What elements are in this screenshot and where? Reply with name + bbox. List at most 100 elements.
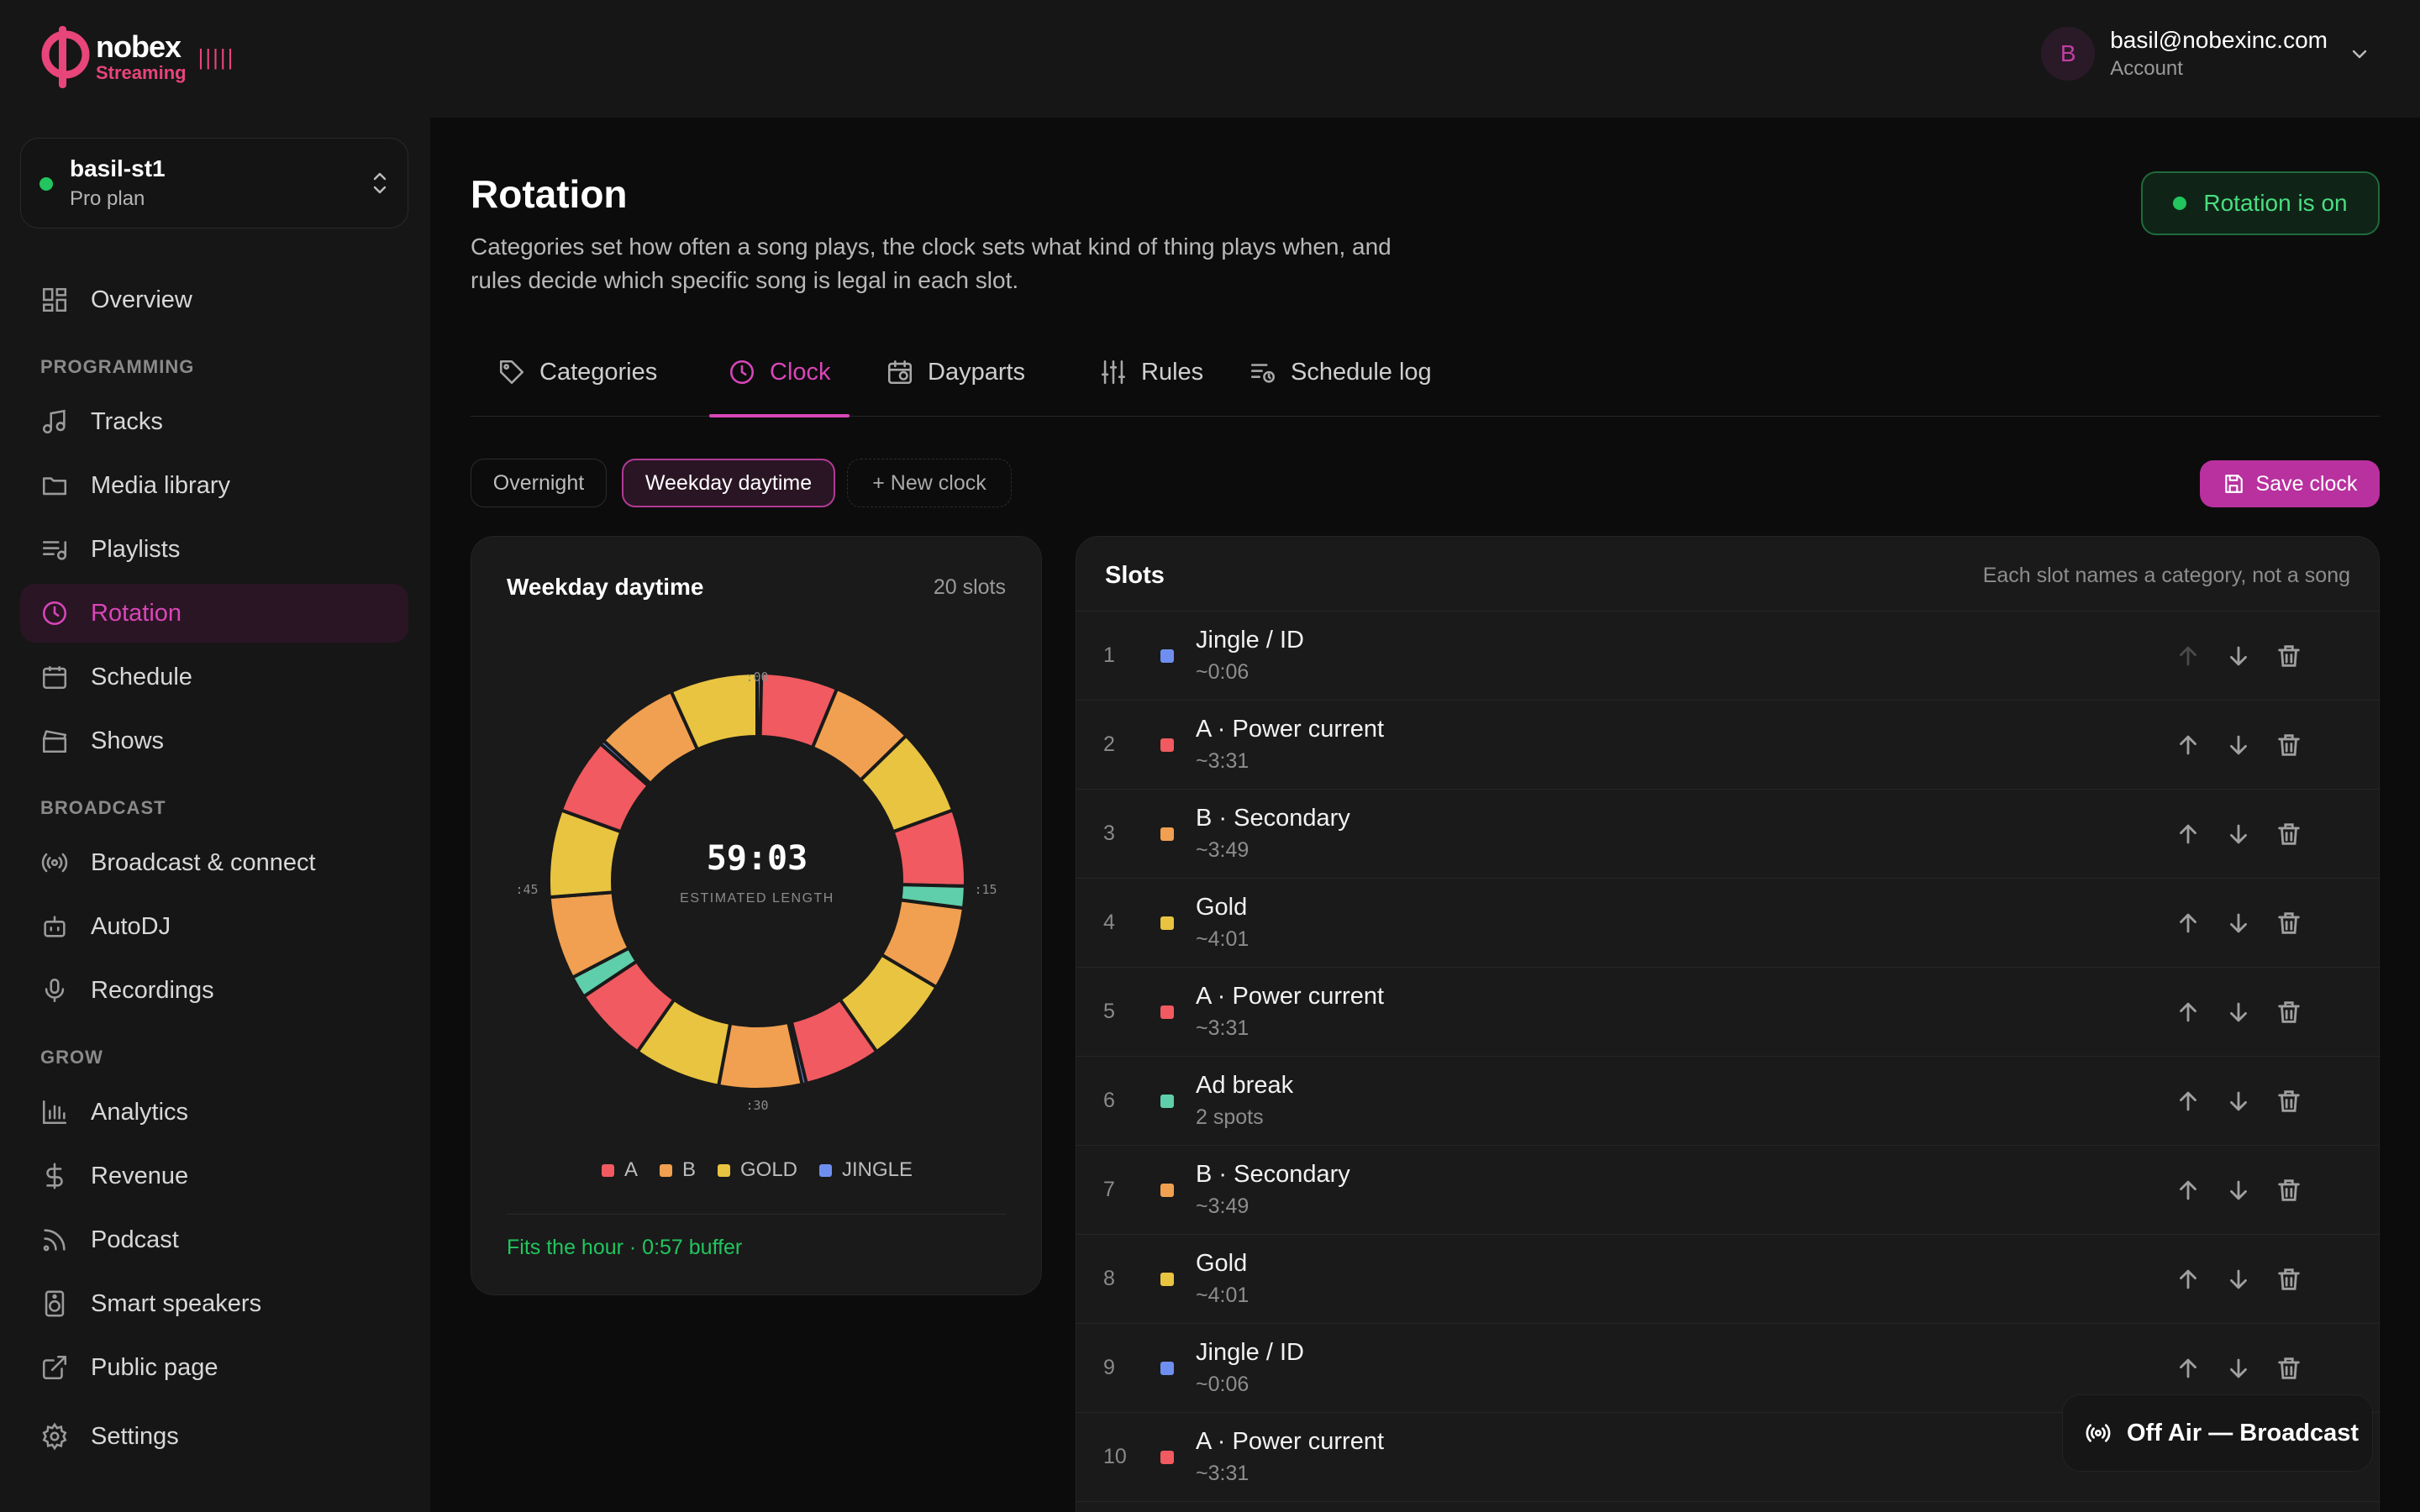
legend-label: B <box>681 1158 696 1181</box>
tab-schedule-log[interactable]: Schedule log <box>1249 328 1432 417</box>
slot-row[interactable]: 4 Gold ~4:01 <box>1076 879 2379 968</box>
move-up-icon[interactable] <box>2174 1176 2202 1205</box>
slot-name: A · Power current <box>1196 983 1385 1010</box>
move-down-icon[interactable] <box>2224 909 2253 937</box>
slot-number: 4 <box>1103 911 1115 934</box>
move-up-icon[interactable] <box>2174 998 2202 1026</box>
new-clock-button[interactable]: + New clock <box>847 459 1012 507</box>
clock-card: Weekday daytime 20 slots 59:03 ESTIMATED… <box>471 536 1042 1295</box>
save-icon <box>2224 475 2243 493</box>
delete-slot-icon[interactable] <box>2275 909 2303 937</box>
move-up-icon[interactable] <box>2174 1265 2202 1294</box>
delete-slot-icon[interactable] <box>2275 820 2303 848</box>
off-air-broadcast-button[interactable]: Off Air — Broadcast <box>2062 1394 2373 1472</box>
legend-item-gold: GOLD <box>717 1158 797 1182</box>
move-down-icon[interactable] <box>2224 1265 2253 1294</box>
delete-slot-icon[interactable] <box>2275 998 2303 1026</box>
move-down-icon[interactable] <box>2224 1087 2253 1116</box>
station-status-dot <box>39 177 53 191</box>
slot-row[interactable]: 1 Jingle / ID ~0:06 <box>1076 612 2379 701</box>
move-up-icon[interactable] <box>2174 820 2202 848</box>
avatar: B <box>2041 27 2096 81</box>
sidebar-item-public-page[interactable]: Public page <box>20 1338 408 1397</box>
move-up-icon[interactable] <box>2174 1087 2202 1116</box>
move-down-icon[interactable] <box>2224 820 2253 848</box>
move-up-icon[interactable] <box>2174 642 2202 670</box>
move-up-icon[interactable] <box>2174 1354 2202 1383</box>
slot-row[interactable]: 10 A · Power current ~3:31 <box>1076 1413 2379 1502</box>
delete-slot-icon[interactable] <box>2275 1354 2303 1383</box>
move-down-icon[interactable] <box>2224 731 2253 759</box>
slot-row[interactable]: 3 B · Secondary ~3:49 <box>1076 790 2379 879</box>
sidebar-item-label: Tracks <box>91 407 163 435</box>
tab-rules[interactable]: Rules <box>1099 328 1203 417</box>
tab-label: Clock <box>770 358 831 386</box>
move-up-icon[interactable] <box>2174 731 2202 759</box>
tick-label-30: :30 <box>745 1098 768 1113</box>
station-switcher[interactable]: basil-st1 Pro plan <box>20 138 408 228</box>
sidebar-item-playlists[interactable]: Playlists <box>20 520 408 579</box>
fit-status: Fits the hour · 0:57 buffer <box>507 1236 743 1259</box>
delete-slot-icon[interactable] <box>2275 1265 2303 1294</box>
delete-slot-icon[interactable] <box>2275 731 2303 759</box>
slot-row[interactable]: 6 Ad break 2 spots <box>1076 1057 2379 1146</box>
tab-label: Dayparts <box>928 358 1026 386</box>
station-plan: Pro plan <box>70 187 145 210</box>
sidebar-item-smart-speakers[interactable]: Smart speakers <box>20 1274 408 1333</box>
sidebar-item-schedule[interactable]: Schedule <box>20 648 408 706</box>
sidebar-item-settings[interactable]: Settings <box>20 1407 408 1466</box>
sidebar-item-label: Settings <box>91 1422 179 1450</box>
sidebar-item-overview[interactable]: Overview <box>20 270 408 329</box>
logo[interactable]: nobex Streaming ||||| <box>40 22 234 92</box>
sidebar-item-recordings[interactable]: Recordings <box>20 961 408 1020</box>
clock-overnight-button[interactable]: Overnight <box>471 459 607 507</box>
slot-name: A · Power current <box>1196 716 1385 743</box>
sidebar-item-revenue[interactable]: Revenue <box>20 1147 408 1205</box>
slot-name: B · Secondary <box>1196 805 1350 832</box>
broadcast-icon <box>2086 1424 2111 1442</box>
rotation-status-badge[interactable]: Rotation is on <box>2141 171 2380 235</box>
slot-row[interactable]: 8 Gold ~4:01 <box>1076 1235 2379 1324</box>
slot-length: ~4:01 <box>1196 1284 1249 1307</box>
tick-label-00: :00 <box>745 669 768 685</box>
tab-clock[interactable]: Clock <box>709 328 849 417</box>
sidebar-item-broadcast-connect[interactable]: Broadcast & connect <box>20 833 408 892</box>
clock-legend: A B GOLD JINGLE <box>471 1158 1043 1182</box>
move-down-icon[interactable] <box>2224 1354 2253 1383</box>
sidebar-item-rotation[interactable]: Rotation <box>20 584 408 643</box>
section-programming: PROGRAMMING <box>40 356 195 377</box>
slot-row[interactable]: 7 B · Secondary ~3:49 <box>1076 1146 2379 1235</box>
slot-row[interactable]: 9 Jingle / ID ~0:06 <box>1076 1324 2379 1413</box>
sidebar-item-podcast[interactable]: Podcast <box>20 1210 408 1269</box>
tab-bar: Categories Clock Dayparts Rules Schedule… <box>471 328 2380 417</box>
broadcast-icon <box>41 853 68 873</box>
slot-category-swatch <box>1160 1095 1174 1108</box>
slot-category-swatch <box>1160 827 1174 841</box>
clock-weekday-button[interactable]: Weekday daytime <box>622 459 835 507</box>
robot-icon <box>44 916 66 937</box>
sidebar-item-shows[interactable]: Shows <box>20 711 408 770</box>
slot-category-swatch <box>1160 916 1174 930</box>
move-down-icon[interactable] <box>2224 998 2253 1026</box>
delete-slot-icon[interactable] <box>2275 642 2303 670</box>
page-description: Categories set how often a song plays, t… <box>471 234 1392 293</box>
slot-row[interactable]: 5 A · Power current ~3:31 <box>1076 968 2379 1057</box>
slot-number: 9 <box>1103 1356 1115 1379</box>
sidebar-item-analytics[interactable]: Analytics <box>20 1083 408 1142</box>
delete-slot-icon[interactable] <box>2275 1087 2303 1116</box>
sidebar-item-media-library[interactable]: Media library <box>20 456 408 515</box>
sidebar-item-autodj[interactable]: AutoDJ <box>20 897 408 956</box>
move-down-icon[interactable] <box>2224 1176 2253 1205</box>
move-up-icon[interactable] <box>2174 909 2202 937</box>
save-clock-button[interactable]: Save clock <box>2200 460 2380 507</box>
account-menu[interactable]: B basil@nobexinc.com Account <box>2041 27 2370 81</box>
slot-row[interactable]: 2 A · Power current ~3:31 <box>1076 701 2379 790</box>
dollar-icon <box>46 1163 63 1189</box>
delete-slot-icon[interactable] <box>2275 1176 2303 1205</box>
slot-name: Gold <box>1196 894 1248 921</box>
legend-swatch <box>659 1163 672 1177</box>
sidebar-item-tracks[interactable]: Tracks <box>20 392 408 451</box>
tab-dayparts[interactable]: Dayparts <box>886 328 1025 417</box>
move-down-icon[interactable] <box>2224 642 2253 670</box>
tab-categories[interactable]: Categories <box>497 328 657 417</box>
